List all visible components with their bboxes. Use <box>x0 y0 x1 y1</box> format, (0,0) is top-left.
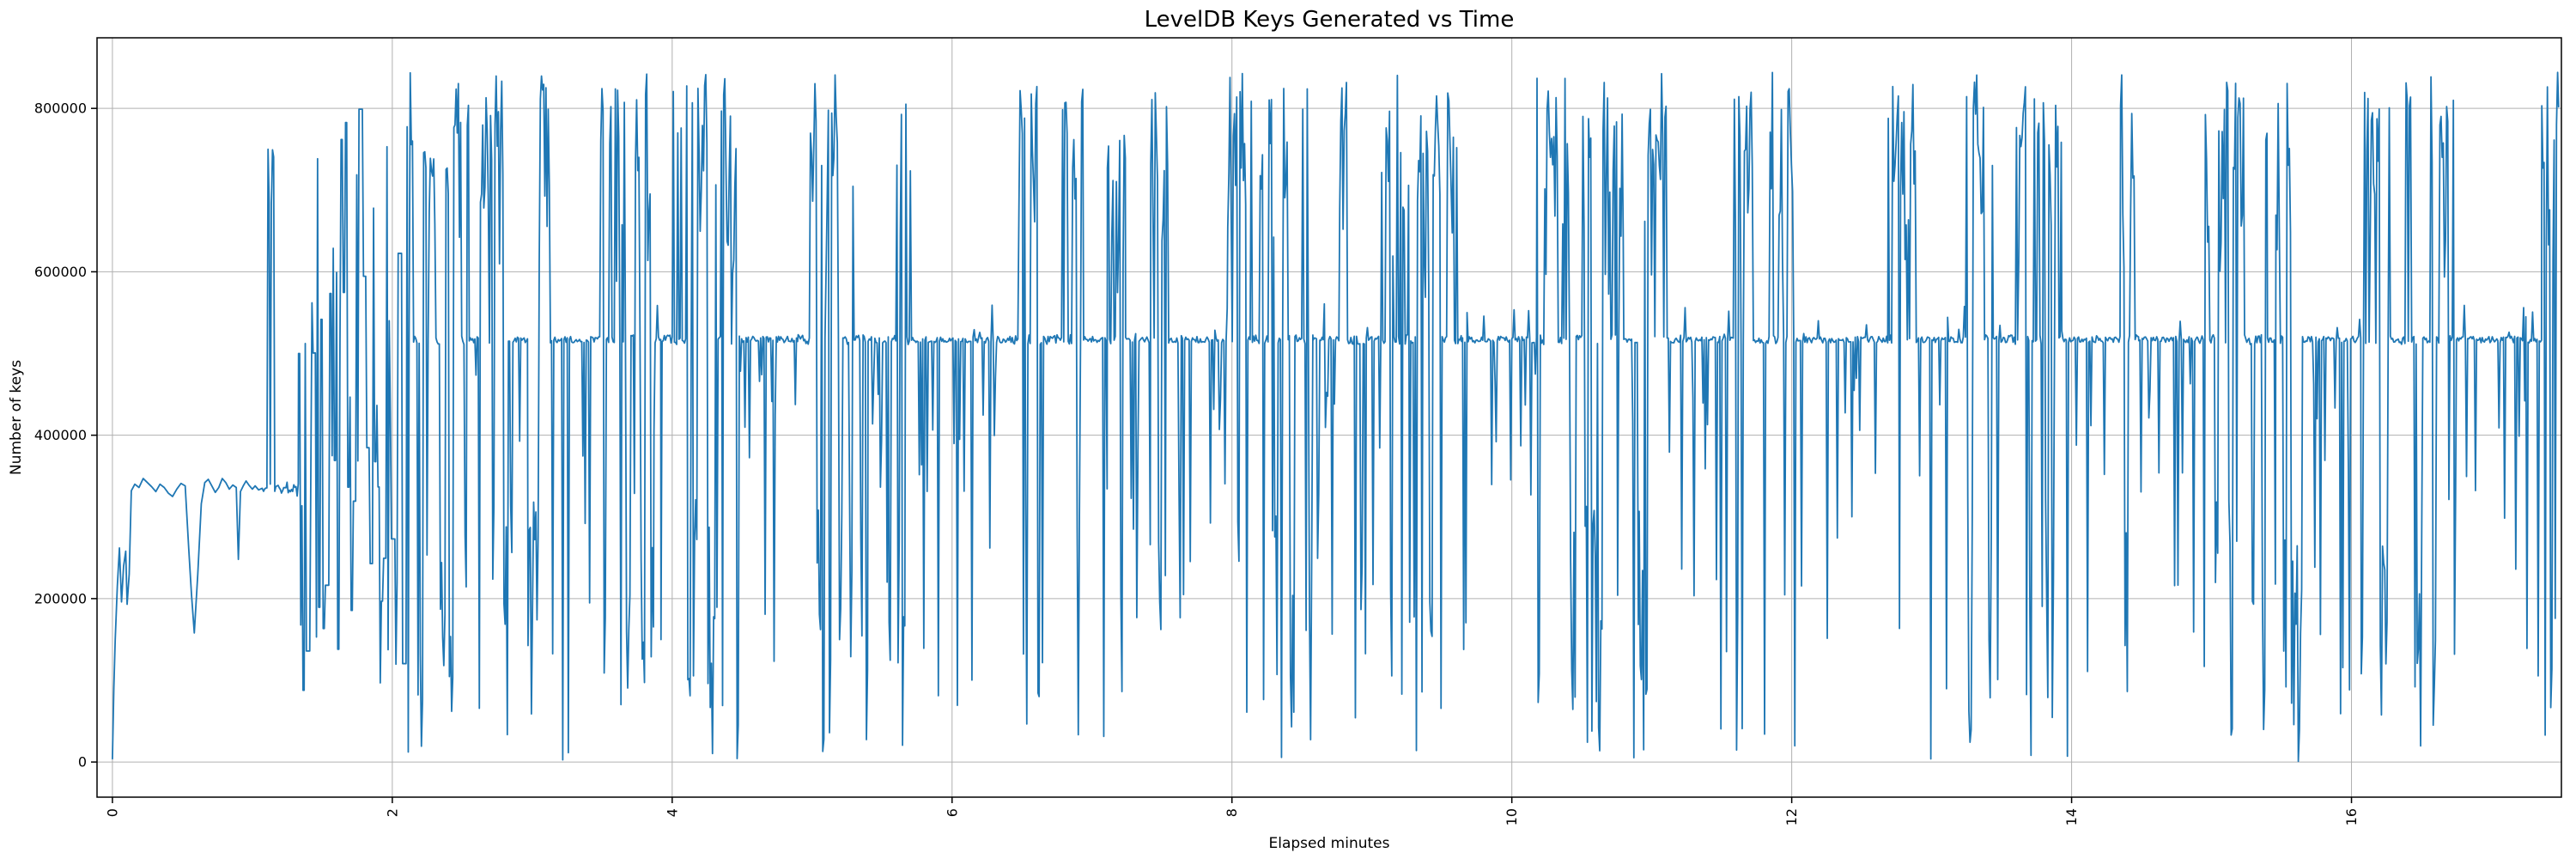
y-tick-label: 0 <box>78 754 87 771</box>
x-tick-label: 8 <box>1224 808 1240 817</box>
y-tick-label: 600000 <box>34 264 87 280</box>
tick-layer: 0 2 4 6 8 10 12 14 16 0 200000 400000 600000 800000 <box>34 101 2360 826</box>
series-line <box>112 71 2560 763</box>
y-axis-label: Number of keys <box>8 360 25 475</box>
x-tick-label: 16 <box>2343 808 2360 825</box>
y-tick-label: 800000 <box>34 101 87 117</box>
y-tick-label: 400000 <box>34 427 87 443</box>
x-tick-label: 0 <box>104 808 120 817</box>
x-tick-label: 10 <box>1504 808 1520 825</box>
x-tick-label: 6 <box>944 808 960 817</box>
y-tick-label: 200000 <box>34 590 87 606</box>
x-axis-label: Elapsed minutes <box>1269 835 1390 852</box>
x-tick-label: 12 <box>1783 808 1800 825</box>
x-tick-label: 2 <box>384 808 400 817</box>
chart-title: LevelDB Keys Generated vs Time <box>1145 7 1515 33</box>
x-tick-label: 4 <box>664 808 680 817</box>
x-tick-label: 14 <box>2063 808 2080 825</box>
axes-frame <box>96 37 2562 798</box>
